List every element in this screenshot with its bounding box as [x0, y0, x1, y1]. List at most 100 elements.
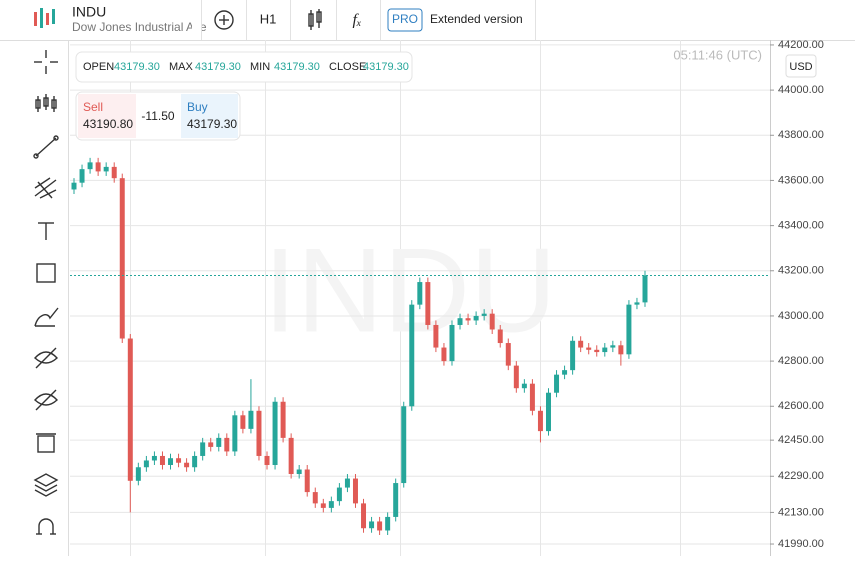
line-tool[interactable] — [33, 135, 59, 159]
candle-body — [336, 487, 342, 502]
timeframe-button[interactable]: H1 — [260, 11, 277, 26]
candle-body — [95, 162, 101, 172]
candle-body — [256, 410, 262, 456]
candle-body — [312, 492, 318, 504]
candle-body — [280, 401, 286, 438]
candle-body — [87, 162, 93, 170]
candle-body — [409, 304, 415, 407]
candle-body — [264, 455, 270, 465]
candle-body — [513, 365, 519, 389]
toolbar — [33, 50, 59, 535]
extended-button[interactable]: Extended version — [430, 12, 523, 26]
candle-body — [143, 460, 149, 468]
pro-label: PRO — [392, 12, 418, 26]
candle-body — [184, 462, 190, 468]
symbol: INDU — [72, 4, 106, 20]
candle-body — [288, 437, 294, 475]
candle-body — [497, 329, 503, 344]
currency-badge[interactable] — [785, 54, 817, 78]
fib-tool[interactable] — [34, 177, 57, 199]
candle-body — [433, 324, 439, 348]
candle-body — [610, 345, 616, 348]
candle-body — [79, 169, 85, 183]
candle-body — [361, 503, 367, 529]
logo-icon — [34, 8, 55, 28]
spread: -11.50 — [141, 109, 174, 123]
candle-body — [248, 410, 254, 429]
text-tool[interactable] — [38, 222, 54, 240]
candle-body — [393, 483, 399, 517]
candle-body — [328, 501, 334, 508]
candle-body — [578, 340, 584, 348]
currency: USD — [789, 61, 812, 73]
chart-type-button[interactable] — [308, 9, 322, 30]
candle-body — [151, 455, 157, 461]
sell-price: 43190.80 — [83, 117, 133, 131]
candle-body — [521, 383, 527, 389]
candle-body — [618, 345, 624, 355]
candle-body — [425, 282, 431, 325]
y-tick-label: 43400.00 — [778, 220, 824, 232]
candle-body — [634, 302, 640, 305]
y-tick-label: 42450.00 — [778, 434, 824, 446]
candle-body — [119, 178, 125, 339]
candle-body — [562, 370, 568, 375]
pro-badge[interactable] — [387, 8, 423, 32]
candle-body — [570, 340, 576, 371]
candle-body — [200, 442, 206, 456]
candle-body — [505, 343, 511, 366]
delete-all-tool[interactable] — [36, 433, 56, 453]
y-tick-label: 42800.00 — [778, 355, 824, 367]
magnet-tool[interactable] — [36, 518, 56, 535]
sell-label: Sell — [83, 100, 103, 114]
y-tick-label: 43200.00 — [778, 265, 824, 277]
candle-body — [224, 437, 230, 452]
candle-body — [385, 516, 391, 531]
ohlc-label: CLOSE — [329, 61, 366, 73]
candle-body — [320, 503, 326, 508]
buy-button[interactable] — [181, 94, 238, 138]
sell-button[interactable] — [78, 94, 136, 138]
candle-body — [457, 318, 463, 325]
candle-body — [159, 455, 165, 465]
hide-indicators-tool[interactable] — [34, 389, 58, 411]
candle-body — [473, 315, 479, 321]
candle-body — [626, 304, 632, 355]
candle-body — [545, 392, 551, 432]
candle-body — [240, 415, 246, 429]
buy-label: Buy — [187, 100, 208, 114]
candle-body — [529, 383, 535, 411]
candle-body — [168, 458, 174, 465]
ohlc-value: 43179.30 — [274, 61, 320, 73]
candle-body — [127, 338, 133, 481]
brush-tool[interactable] — [34, 307, 59, 327]
ohlc-value: 43179.30 — [114, 61, 160, 73]
candle-body — [352, 478, 358, 504]
candle-body — [377, 521, 383, 531]
candle-body — [344, 478, 350, 488]
candle-body — [232, 415, 238, 452]
candle-body — [417, 282, 423, 305]
candle-body — [481, 313, 487, 316]
y-tick-label: 43800.00 — [778, 129, 824, 141]
candle-body — [602, 347, 608, 353]
hide-drawings-tool[interactable] — [34, 347, 58, 369]
add-button[interactable] — [214, 10, 234, 30]
candle-body — [554, 374, 560, 393]
candles-tool[interactable] — [35, 94, 57, 112]
candle-body — [401, 406, 407, 484]
layers-tool[interactable] — [33, 473, 59, 497]
ohlc-panel — [75, 51, 413, 83]
candle-body — [465, 318, 471, 321]
candle-body — [586, 347, 592, 350]
candle-body — [304, 469, 310, 493]
ohlc-value: 43179.30 — [195, 61, 241, 73]
indicators-button[interactable]: fₓ — [353, 12, 362, 29]
y-tick-label: 41990.00 — [778, 538, 824, 550]
candle-body — [103, 166, 109, 172]
candle-body — [208, 442, 214, 447]
shape-tool[interactable] — [36, 263, 56, 283]
crosshair-tool[interactable] — [34, 50, 58, 74]
candle-body — [441, 347, 447, 362]
